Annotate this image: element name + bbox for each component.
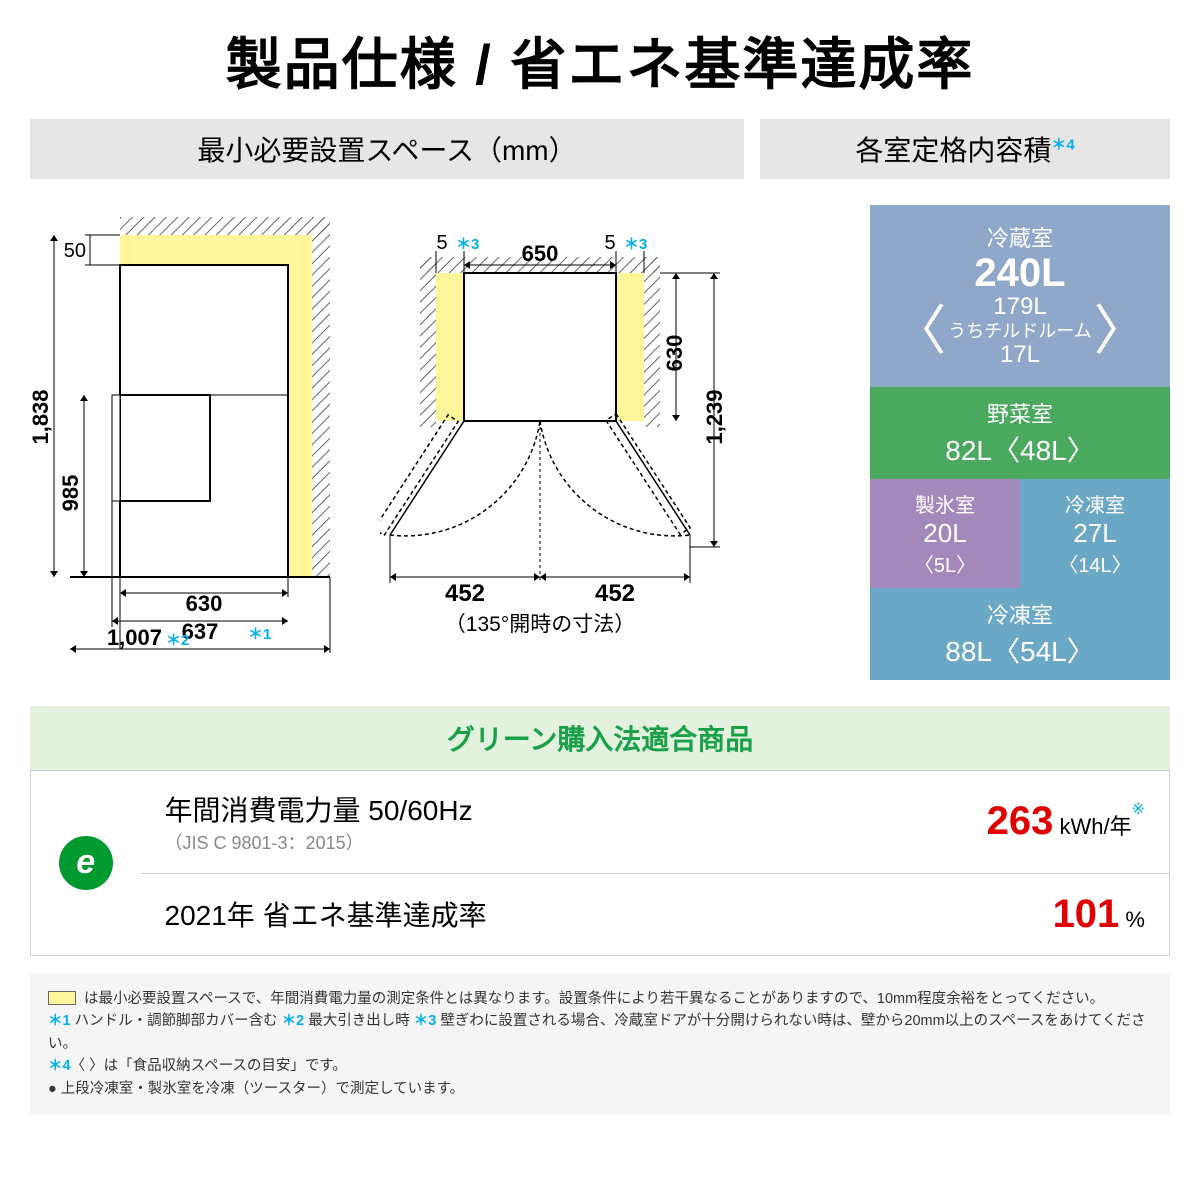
section-headers: 最小必要設置スペース（mm） 各室定格内容積＊4 bbox=[30, 119, 1170, 179]
eco-icon-cell: e bbox=[31, 770, 141, 955]
eco-icon: e bbox=[59, 836, 113, 890]
svg-text:＊3: ＊3 bbox=[456, 236, 479, 253]
green-purchase-banner: グリーン購入法適合商品 bbox=[30, 706, 1170, 770]
footnotes: は最小必要設置スペースで、年間消費電力量の測定条件とは異なります。設置条件により… bbox=[30, 974, 1170, 1114]
annual-power-value: 263 kWh/年※ bbox=[910, 770, 1170, 873]
svg-text:452: 452 bbox=[595, 580, 635, 607]
capacity-panel: 冷蔵室 240L 〈 179L うちチルドルーム 17L 〉 野菜室 82L〈4… bbox=[760, 187, 1170, 680]
svg-text:50: 50 bbox=[64, 240, 86, 262]
achievement-value: 101 % bbox=[910, 873, 1170, 955]
header-capacity-text: 各室定格内容積 bbox=[855, 135, 1051, 166]
capacity-freezer: 冷凍室 88L〈54L〉 bbox=[870, 588, 1170, 680]
header-capacity: 各室定格内容積＊4 bbox=[760, 119, 1170, 179]
yellow-swatch-icon bbox=[48, 991, 76, 1005]
svg-text:1,838: 1,838 bbox=[30, 389, 53, 444]
top-view-diagram: 5 ＊3 5 ＊3 650 630 1,239 bbox=[380, 217, 740, 657]
svg-text:985: 985 bbox=[58, 475, 83, 512]
capacity-freezer-small: 冷凍室 27L 〈14L〉 bbox=[1020, 479, 1170, 588]
svg-text:452: 452 bbox=[445, 580, 485, 607]
svg-text:630: 630 bbox=[662, 335, 687, 372]
energy-spec-table: e 年間消費電力量 50/60Hz （JIS C 9801-3：2015） 26… bbox=[30, 770, 1170, 956]
page-title: 製品仕様 / 省エネ基準達成率 bbox=[30, 20, 1170, 101]
svg-text:1,239: 1,239 bbox=[702, 389, 727, 444]
capacity-fridge: 冷蔵室 240L 〈 179L うちチルドルーム 17L 〉 bbox=[870, 205, 1170, 387]
svg-text:630: 630 bbox=[186, 591, 223, 616]
dimension-diagrams: 50 1,838 985 630 637 ＊1 1,007 bbox=[30, 187, 744, 680]
svg-text:1,007: 1,007 bbox=[107, 625, 162, 650]
capacity-veg: 野菜室 82L〈48L〉 bbox=[870, 387, 1170, 479]
svg-text:5: 5 bbox=[604, 232, 615, 254]
svg-text:650: 650 bbox=[522, 241, 559, 266]
capacity-ice: 製氷室 20L 〈5L〉 bbox=[870, 479, 1020, 588]
svg-text:＊2: ＊2 bbox=[166, 632, 189, 649]
side-view-diagram: 50 1,838 985 630 637 ＊1 1,007 bbox=[30, 217, 340, 657]
svg-text:5: 5 bbox=[436, 232, 447, 254]
svg-text:＊1: ＊1 bbox=[248, 626, 271, 643]
annual-power-label: 年間消費電力量 50/60Hz （JIS C 9801-3：2015） bbox=[141, 770, 910, 873]
header-capacity-note: ＊4 bbox=[1051, 137, 1074, 154]
achievement-label: 2021年 省エネ基準達成率 bbox=[141, 873, 910, 955]
header-install-space: 最小必要設置スペース（mm） bbox=[30, 119, 744, 179]
svg-text:＊3: ＊3 bbox=[624, 236, 647, 253]
svg-text:（135°開時の寸法）: （135°開時の寸法） bbox=[445, 613, 635, 636]
